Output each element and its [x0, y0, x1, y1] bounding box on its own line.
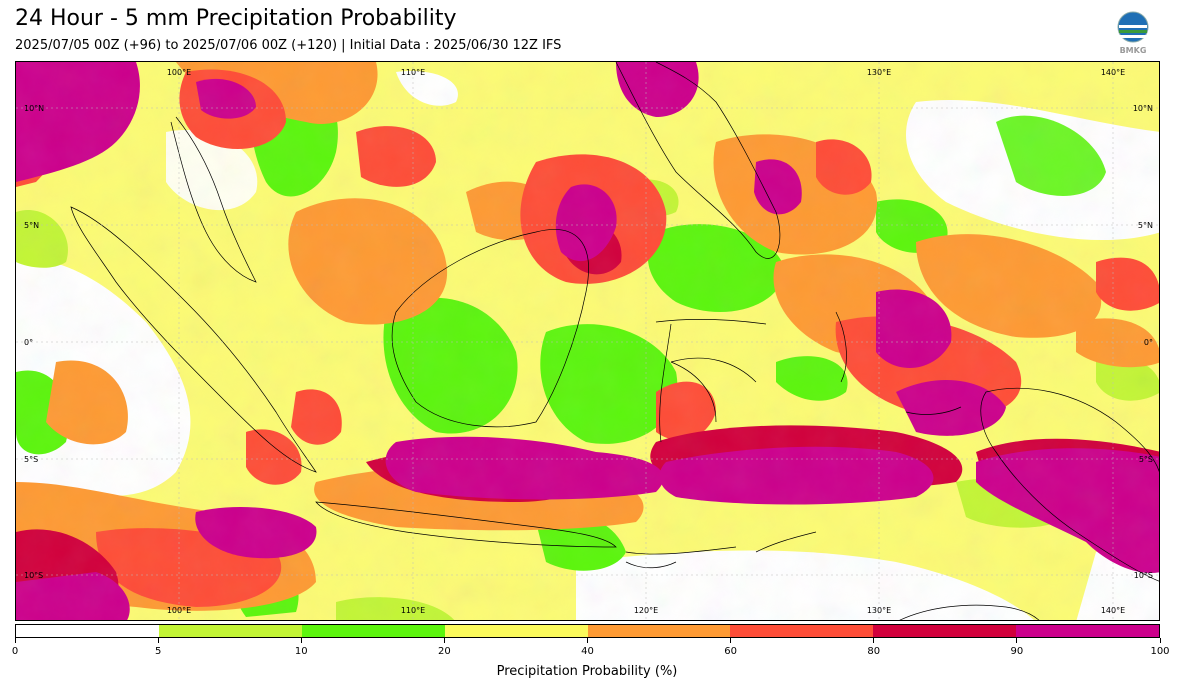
lon-label: 110°E [401, 606, 425, 615]
colorbar-segment [444, 625, 588, 637]
colorbar-tick [873, 638, 875, 643]
colorbar-segment [873, 625, 1017, 637]
lat-label: 5°S [1139, 455, 1153, 464]
map-title: 24 Hour - 5 mm Precipitation Probability [15, 6, 457, 31]
colorbar-segment [16, 625, 159, 637]
bmkg-logo: BMKG [1113, 11, 1153, 55]
colorbar-tick [1159, 638, 1161, 643]
colorbar-title: Precipitation Probability (%) [496, 664, 678, 679]
colorbar-tick [300, 638, 302, 643]
colorbar-tick [587, 638, 588, 643]
colorbar-segment [301, 625, 445, 637]
colorbar-tick [157, 638, 159, 643]
lat-label: 10°S [1134, 571, 1153, 580]
lon-label: 130°E [867, 68, 891, 77]
lat-label: 0° [1144, 338, 1153, 347]
colorbar-segment [1016, 625, 1159, 637]
lat-label: 10°N [1133, 104, 1153, 113]
colorbar-tick [730, 638, 732, 643]
lon-label: 100°E [167, 606, 191, 615]
colorbar-tick-label: 60 [724, 646, 737, 657]
lat-labels-left: 10°N 5°N 0° 5°S 10°S [24, 104, 44, 580]
lat-label: 10°N [24, 104, 44, 113]
lon-label: 140°E [1101, 68, 1125, 77]
colorbar-segment [158, 625, 302, 637]
colorbar-tick-label: 90 [1010, 646, 1024, 657]
lon-label: 100°E [167, 68, 191, 77]
map-canvas: 100°E 110°E 130°E 140°E 100°E 110°E 120°… [16, 62, 1159, 620]
lat-label: 5°S [24, 455, 38, 464]
colorbar-tick-label: 100 [1150, 646, 1170, 657]
colorbar-tick-label: 5 [154, 646, 162, 657]
coastlines [70, 62, 1159, 620]
colorbar-tick-label: 80 [867, 646, 881, 657]
lon-label: 120°E [634, 606, 658, 615]
lat-label: 10°S [24, 571, 43, 580]
graticule [16, 62, 1159, 620]
lon-labels-top: 100°E 110°E 130°E 140°E [167, 68, 1125, 77]
colorbar-segment [730, 625, 874, 637]
lon-label: 140°E [1101, 606, 1125, 615]
colorbar-tick [443, 638, 445, 643]
colorbar-tick-label: 10 [294, 646, 308, 657]
map-subtitle: 2025/07/05 00Z (+96) to 2025/07/06 00Z (… [15, 38, 562, 53]
logo-text: BMKG [1120, 46, 1147, 55]
colorbar-tick-label: 0 [11, 646, 19, 657]
colorbar-tick [1016, 638, 1018, 643]
lon-labels-bottom: 100°E 110°E 120°E 130°E 140°E [167, 606, 1125, 615]
lat-label: 0° [24, 338, 33, 347]
colorbar-tick [14, 638, 16, 643]
lat-labels-right: 10°N 5°N 0° 5°S 10°S [1133, 104, 1153, 580]
lat-label: 5°N [1138, 221, 1153, 230]
colorbar-tick-label: 40 [581, 646, 594, 657]
lon-label: 110°E [401, 68, 425, 77]
lat-label: 5°N [24, 221, 39, 230]
colorbar-segment [587, 625, 731, 637]
precipitation-map: 100°E 110°E 130°E 140°E 100°E 110°E 120°… [15, 61, 1160, 621]
colorbar [15, 624, 1160, 638]
colorbar-tick-label: 20 [438, 646, 451, 657]
lon-label: 130°E [867, 606, 891, 615]
